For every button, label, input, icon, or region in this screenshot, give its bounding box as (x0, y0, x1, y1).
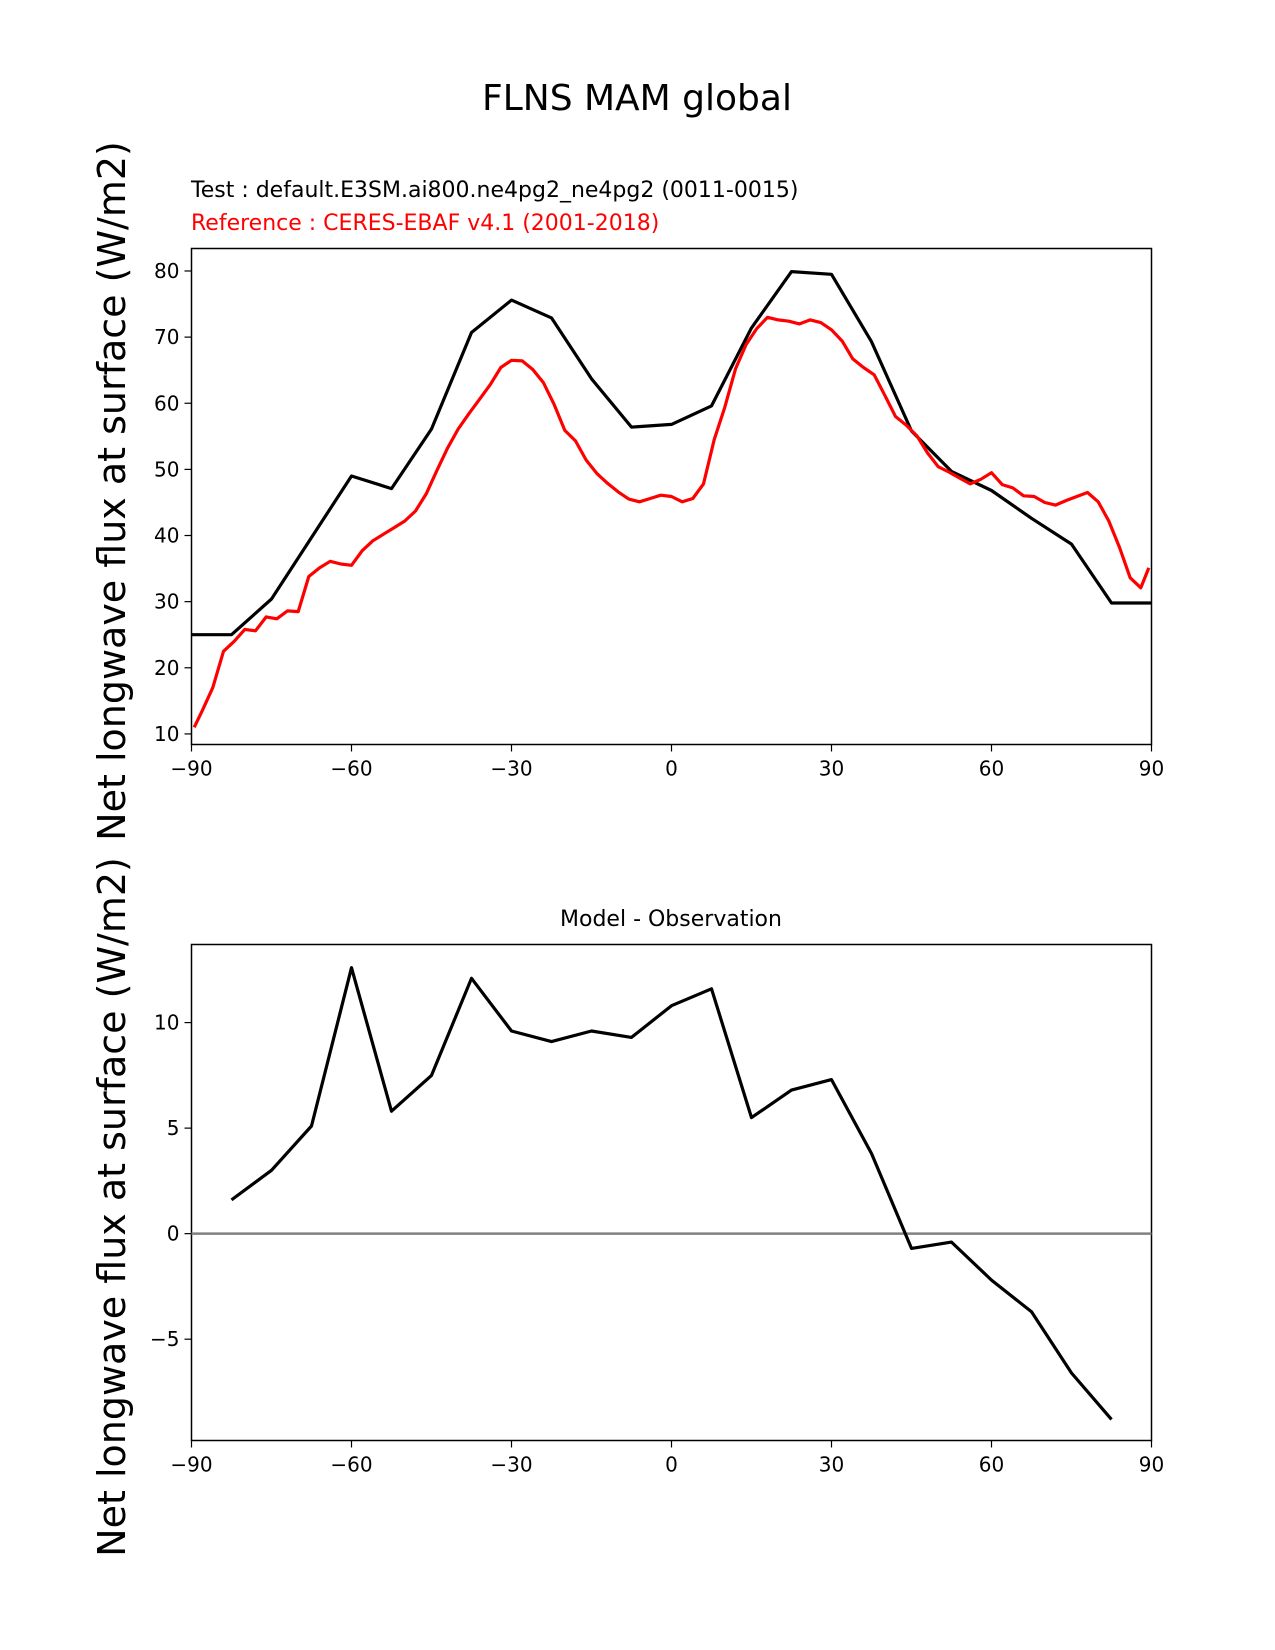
x-tick-label: 90 (1139, 757, 1164, 781)
x-tick-label: −60 (330, 1453, 372, 1477)
x-tick-label: 0 (665, 1453, 678, 1477)
y-tick-label: 5 (167, 1116, 180, 1140)
x-tick-label: 60 (979, 757, 1004, 781)
x-tick-label: −60 (330, 757, 372, 781)
x-tick-label: −90 (170, 1453, 212, 1477)
figure-title: FLNS MAM global (482, 78, 792, 119)
x-tick-label: 30 (819, 757, 844, 781)
x-tick-label: 60 (979, 1453, 1004, 1477)
test-label: Test : default.E3SM.ai800.ne4pg2_ne4pg2 … (190, 178, 798, 203)
bottom-panel-frame (190, 943, 1153, 1442)
bottom-panel-plot: −90 −60 −30 0 30 60 90 −5 0 5 10 (150, 966, 1164, 1477)
x-tick-label: −30 (490, 757, 532, 781)
x-tick-label: 0 (665, 757, 678, 781)
y-tick-label: 80 (154, 259, 179, 283)
y-tick-label: 70 (154, 325, 179, 349)
y-tick-label: −5 (150, 1327, 179, 1351)
top-panel-ylabel: Net longwave flux at surface (W/m2) (90, 141, 134, 841)
y-tick-label: 60 (154, 391, 179, 415)
x-tick-label: 90 (1139, 1453, 1164, 1477)
x-tick-label: −90 (170, 757, 212, 781)
bottom-panel-title: Model - Observation (560, 907, 782, 932)
y-tick-label: 10 (154, 722, 179, 746)
y-tick-label: 40 (154, 524, 179, 548)
difference-series-line (230, 966, 1113, 1421)
x-tick-label: −30 (490, 1453, 532, 1477)
reference-series-line (192, 315, 1151, 728)
reference-label: Reference : CERES-EBAF v4.1 (2001-2018) (191, 211, 659, 236)
bottom-panel-ylabel: Net longwave flux at surface (W/m2) (90, 857, 134, 1557)
y-tick-label: 30 (154, 590, 179, 614)
y-tick-label: 50 (154, 457, 179, 481)
x-tick-label: 30 (819, 1453, 844, 1477)
y-tick-label: 0 (167, 1222, 180, 1246)
y-tick-label: 10 (154, 1011, 179, 1035)
test-series-line (191, 270, 1152, 637)
top-panel-plot: −90 −60 −30 0 30 60 90 10 20 30 40 50 60 70 80 (154, 259, 1164, 781)
y-tick-label: 20 (154, 656, 179, 680)
